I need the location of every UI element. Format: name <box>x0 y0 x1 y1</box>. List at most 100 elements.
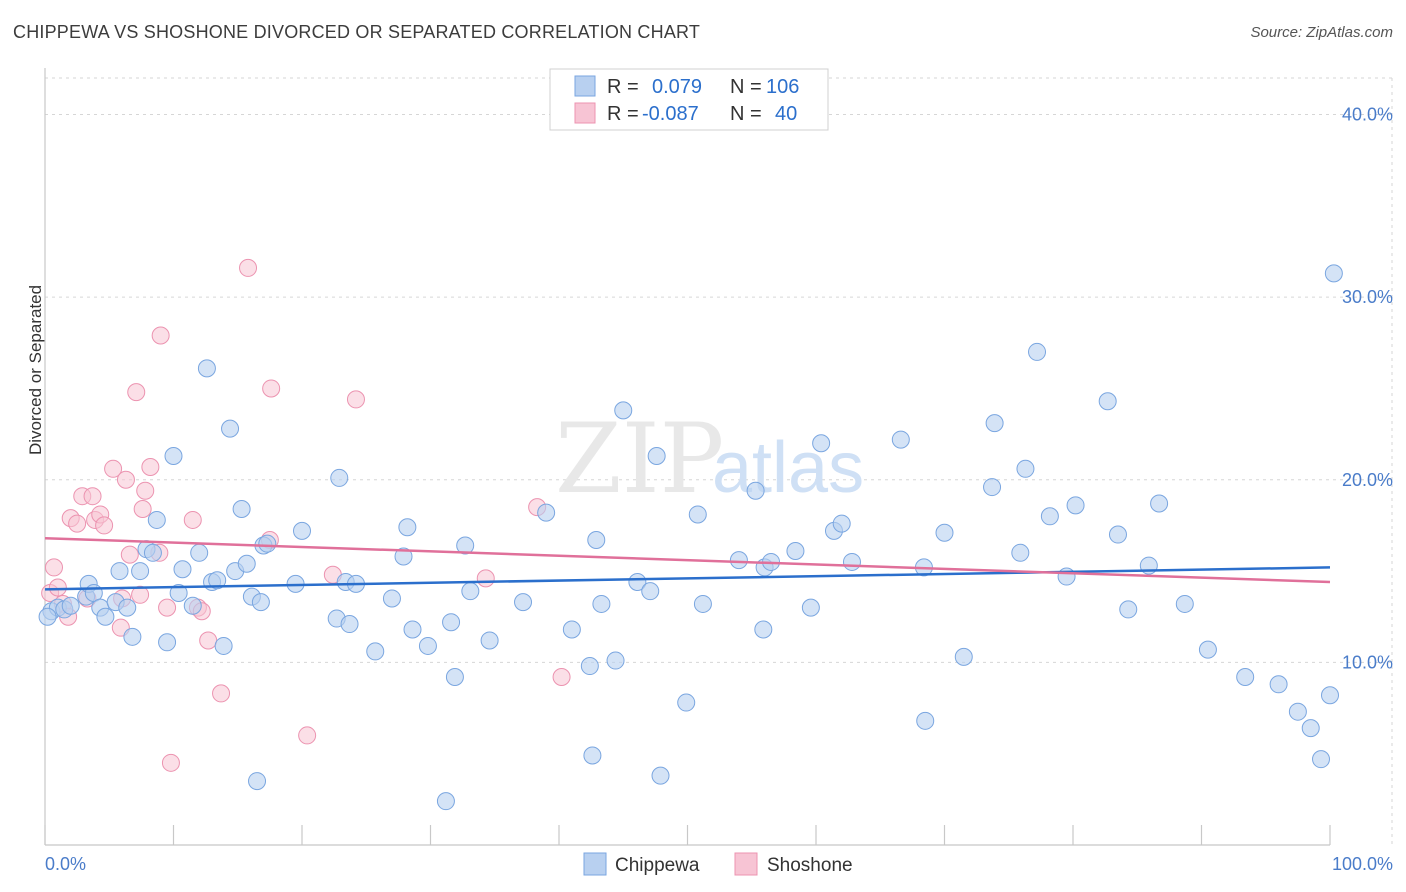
chippewa-point <box>614 401 633 420</box>
chippewa-point <box>147 510 166 529</box>
chippewa-point <box>232 499 251 518</box>
legend-n-value-2: 40 <box>775 103 797 125</box>
shoshone-points <box>41 258 571 772</box>
chippewa-point <box>480 631 499 650</box>
shoshone-point <box>161 753 180 772</box>
legend-n-value-1: 106 <box>766 76 799 98</box>
chippewa-point <box>436 792 455 811</box>
chippewa-point <box>394 547 413 566</box>
chippewa-points <box>38 264 1343 811</box>
tick-labels: 10.0% 20.0% 30.0% 40.0% 0.0% 100.0% <box>45 105 1393 874</box>
chippewa-point <box>891 430 910 449</box>
chippewa-point <box>38 607 57 626</box>
chippewa-point <box>258 534 277 553</box>
stats-legend: R = 0.079 N = 106 R = -0.087 N = 40 <box>549 68 829 131</box>
chippewa-point <box>746 481 765 500</box>
chippewa-point <box>214 636 233 655</box>
chippewa-point <box>251 593 270 612</box>
chippewa-point <box>208 571 227 590</box>
chippewa-point <box>562 620 581 639</box>
shoshone-point <box>136 481 155 500</box>
axes <box>44 68 1331 846</box>
chippewa-point <box>580 657 599 676</box>
shoshone-point <box>104 459 123 478</box>
chippewa-point <box>754 620 773 639</box>
shoshone-trend-line <box>44 536 1331 584</box>
chippewa-point <box>1011 543 1030 562</box>
chippewa-point <box>688 505 707 524</box>
chippewa-point <box>197 359 216 378</box>
grid-lines <box>45 77 1393 845</box>
chippewa-point <box>1028 342 1047 361</box>
chippewa-point <box>164 447 183 466</box>
chippewa-point <box>587 531 606 550</box>
shoshone-point <box>239 258 258 277</box>
chippewa-point <box>729 551 748 570</box>
chippewa-point <box>842 552 861 571</box>
y-tick-label: 40.0% <box>1342 105 1393 125</box>
chippewa-point <box>143 543 162 562</box>
chippewa-point <box>169 583 188 602</box>
chippewa-point <box>237 554 256 573</box>
chippewa-point <box>916 711 935 730</box>
chippewa-point <box>1119 600 1138 619</box>
legend-r-label-2: R = <box>607 103 639 125</box>
shoshone-point <box>183 510 202 529</box>
chippewa-point <box>677 693 696 712</box>
shoshone-point <box>83 487 102 506</box>
shoshone-point <box>199 631 218 650</box>
chippewa-point <box>1016 459 1035 478</box>
legend-r-value-1: 0.079 <box>652 76 702 98</box>
chippewa-point <box>403 620 422 639</box>
chippewa-point <box>1175 594 1194 613</box>
chippewa-point <box>248 772 267 791</box>
chippewa-point <box>592 594 611 613</box>
chippewa-point <box>628 573 647 592</box>
bottom-legend-chippewa: Chippewa <box>615 855 700 876</box>
chippewa-point <box>606 651 625 670</box>
trend-lines <box>44 536 1331 591</box>
chippewa-point <box>1236 667 1255 686</box>
chippewa-point <box>641 582 660 601</box>
shoshone-point <box>298 726 317 745</box>
chippewa-point <box>1040 507 1059 526</box>
chippewa-point <box>832 514 851 533</box>
chippewa-point <box>693 594 712 613</box>
legend-swatch-chippewa <box>574 75 596 97</box>
chippewa-point <box>1312 750 1331 769</box>
chippewa-point <box>131 562 150 581</box>
shoshone-point <box>158 598 177 617</box>
shoshone-point <box>68 514 87 533</box>
chippewa-point <box>1324 264 1343 283</box>
chippewa-point <box>445 667 464 686</box>
chippewa-point <box>442 613 461 632</box>
legend-r-value-2: -0.087 <box>642 103 699 125</box>
chippewa-trend-line <box>44 566 1331 591</box>
chippewa-point <box>330 468 349 487</box>
shoshone-point <box>44 558 63 577</box>
chippewa-point <box>96 607 115 626</box>
chippewa-point <box>1301 719 1320 738</box>
chippewa-point <box>786 541 805 560</box>
x-tick-label: 100.0% <box>1332 854 1393 874</box>
shoshone-point <box>95 516 114 535</box>
watermark-zip: ZIP <box>555 403 724 515</box>
chippewa-point <box>537 503 556 522</box>
chippewa-point <box>812 434 831 453</box>
legend-n-label-2: N = <box>730 103 762 125</box>
chippewa-point <box>1108 525 1127 544</box>
bottom-legend-swatch-shoshone <box>734 852 758 876</box>
legend-r-label-1: R = <box>607 76 639 98</box>
y-tick-label: 30.0% <box>1342 287 1393 307</box>
chippewa-point <box>1150 494 1169 513</box>
chippewa-point <box>456 536 475 555</box>
shoshone-point <box>48 578 67 597</box>
chart-source: Source: ZipAtlas.com <box>1250 24 1393 41</box>
chippewa-point <box>118 598 137 617</box>
shoshone-point <box>116 470 135 489</box>
series-legend: Chippewa Shoshone <box>583 852 853 876</box>
x-tick-label: 0.0% <box>45 854 86 874</box>
chippewa-point <box>382 589 401 608</box>
shoshone-point <box>476 569 495 588</box>
